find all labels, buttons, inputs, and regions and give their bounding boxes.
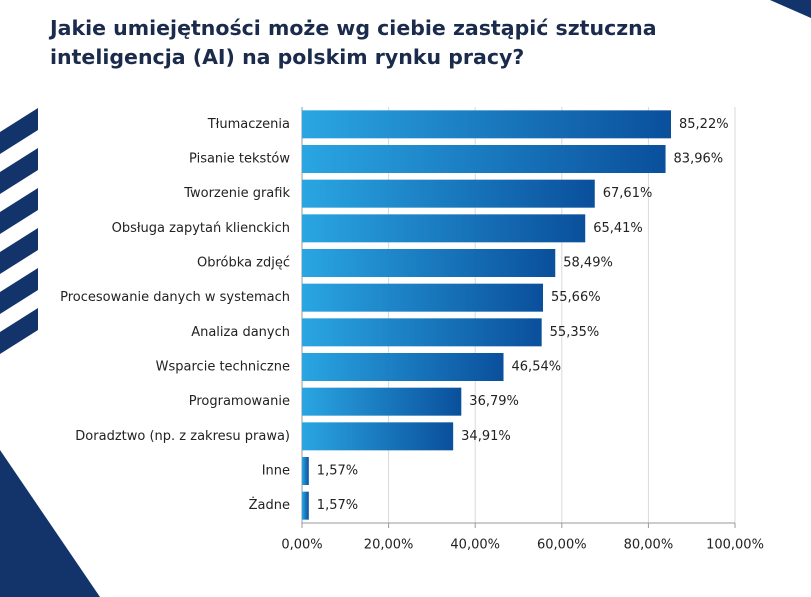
value-label: 46,54% — [512, 360, 562, 375]
value-label: 36,79% — [469, 394, 519, 409]
y-tick-label: Żadne — [249, 497, 290, 513]
y-tick-label: Tłumaczenia — [207, 117, 290, 132]
y-tick-label: Obsługa zapytań klienckich — [112, 221, 290, 236]
value-label: 34,91% — [461, 429, 511, 444]
y-tick-label: Doradztwo (np. z zakresu prawa) — [75, 429, 290, 444]
x-tick-label: 0,00% — [281, 538, 322, 553]
bar — [302, 249, 556, 277]
chart-title: Jakie umiejętności może wg ciebie zastąp… — [50, 16, 657, 69]
x-tick-label: 40,00% — [450, 538, 500, 553]
bar — [302, 179, 595, 208]
x-tick-label: 80,00% — [624, 538, 674, 553]
y-tick-label: Analiza danych — [191, 325, 290, 340]
y-tick-label: Programowanie — [189, 394, 290, 409]
bar — [302, 387, 462, 416]
bar — [302, 353, 504, 381]
value-label: 58,49% — [563, 256, 613, 271]
y-tick-label: Wsparcie techniczne — [156, 360, 290, 375]
bar — [302, 214, 586, 243]
bar — [302, 283, 544, 312]
bar — [302, 491, 309, 520]
y-tick-label: Inne — [262, 464, 290, 479]
x-tick-label: 60,00% — [537, 538, 587, 553]
value-label: 1,57% — [317, 464, 358, 479]
y-tick-label: Pisanie tekstów — [189, 152, 290, 167]
bar — [302, 110, 672, 139]
bar — [302, 145, 666, 173]
value-label: 67,61% — [603, 186, 653, 201]
y-tick-label: Tworzenie grafik — [183, 186, 290, 201]
x-tick-label: 20,00% — [364, 538, 414, 553]
value-label: 85,22% — [679, 117, 729, 132]
value-label: 83,96% — [674, 152, 724, 167]
y-tick-label: Procesowanie danych w systemach — [60, 290, 290, 305]
x-tick-label: 100,00% — [706, 538, 764, 553]
bar — [302, 318, 542, 347]
value-label: 65,41% — [593, 221, 643, 236]
value-label: 55,35% — [550, 325, 600, 340]
bar — [302, 422, 454, 451]
y-tick-label: Obróbka zdjęć — [197, 256, 290, 271]
bar — [302, 457, 309, 485]
value-label: 55,66% — [551, 290, 601, 305]
value-label: 1,57% — [317, 498, 358, 513]
